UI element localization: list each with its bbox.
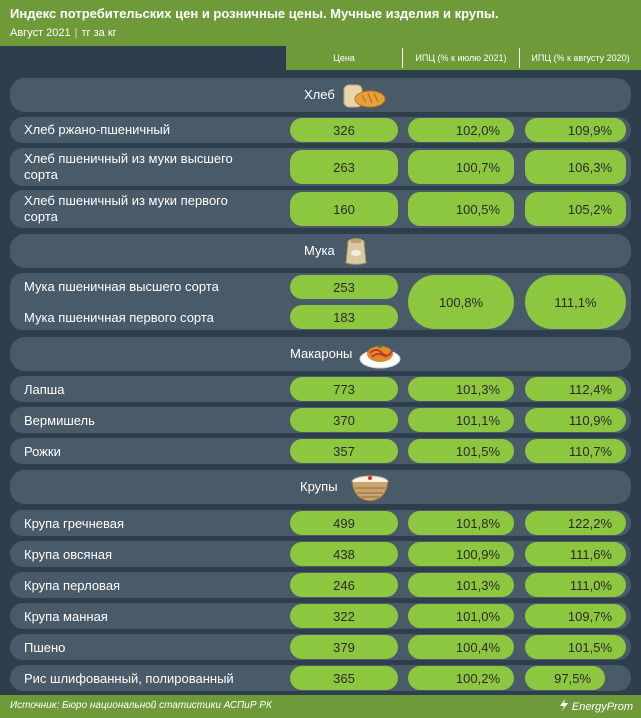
ipc-month-cell: 100,2% <box>408 666 514 690</box>
subtitle-separator: | <box>74 27 78 39</box>
row-label: Рожки <box>24 444 61 459</box>
row-label: Крупа манная <box>24 609 108 624</box>
footer-band <box>0 695 641 718</box>
ipc-month-cell: 100,5% <box>408 192 514 226</box>
row-label: Крупа овсяная <box>24 547 113 562</box>
ipc-year-cell: 110,9% <box>525 408 626 432</box>
pasta-plate-icon <box>359 344 401 369</box>
price-cell: 379 <box>290 635 398 659</box>
ipc-month-cell: 101,8% <box>408 511 514 535</box>
price-cell: 253 <box>290 275 398 299</box>
brand: EnergyProm <box>558 699 633 713</box>
ipc-month-cell: 100,7% <box>408 150 514 184</box>
section-label-grains: Крупы <box>300 479 338 494</box>
price-cell: 246 <box>290 573 398 597</box>
price-cell: 438 <box>290 542 398 566</box>
ipc-year-cell: 106,3% <box>525 150 626 184</box>
header-band <box>0 0 641 46</box>
price-cell: 263 <box>290 150 398 184</box>
flour-sack-icon <box>345 238 367 265</box>
subtitle-period: Август 2021 <box>10 27 71 39</box>
row-label: Крупа гречневая <box>24 516 125 531</box>
ipc-month-cell: 101,0% <box>408 604 514 628</box>
ipc-month-cell: 100,9% <box>408 542 514 566</box>
section-bread <box>10 78 631 112</box>
ipc-year-merged-cell: 111,1% <box>525 275 626 329</box>
bread-icon <box>343 84 386 108</box>
ipc-month-cell: 101,3% <box>408 377 514 401</box>
brand-name: EnergyProm <box>571 701 633 713</box>
price-cell: 183 <box>290 305 398 329</box>
ipc-year-cell: 122,2% <box>525 511 626 535</box>
price-cell: 326 <box>290 118 398 142</box>
column-header-band <box>286 46 641 70</box>
subtitle-unit: тг за кг <box>81 27 117 39</box>
row-label: Рис шлифованный, полированный <box>24 671 234 686</box>
column-header-ipc-month: ИПЦ (% к июлю 2021) <box>415 53 507 63</box>
ipc-year-cell: 112,4% <box>525 377 626 401</box>
ipc-month-cell: 100,4% <box>408 635 514 659</box>
section-grains <box>10 470 631 504</box>
row-label: Хлеб пшеничный из муки первого сорта <box>24 193 228 224</box>
price-cell: 160 <box>290 192 398 226</box>
ipc-year-cell: 97,5% <box>525 666 605 690</box>
source-note: Источник: Бюро национальной статистики А… <box>10 700 272 711</box>
energyprom-logo-icon <box>559 699 568 711</box>
section-label-pasta: Макароны <box>290 346 353 361</box>
section-pasta <box>10 337 631 371</box>
ipc-month-cell: 101,5% <box>408 439 514 463</box>
ipc-month-cell: 101,1% <box>408 408 514 432</box>
ipc-year-cell: 111,0% <box>525 573 626 597</box>
column-header-ipc-year: ИПЦ (% к августу 2020) <box>531 53 630 63</box>
row-label: Мука пшеничная высшего сорта <box>24 279 219 294</box>
ipc-year-cell: 109,9% <box>525 118 626 142</box>
ipc-month-merged-cell: 100,8% <box>408 275 514 329</box>
subtitle: Август 2021 | тг за кг <box>10 27 117 39</box>
row-label: Мука пшеничная первого сорта <box>24 310 214 325</box>
ipc-month-cell: 101,3% <box>408 573 514 597</box>
price-cell: 365 <box>290 666 398 690</box>
price-cell: 322 <box>290 604 398 628</box>
column-divider <box>402 48 403 68</box>
ipc-year-cell: 105,2% <box>525 192 626 226</box>
price-cell: 773 <box>290 377 398 401</box>
price-cell: 370 <box>290 408 398 432</box>
page-title: Индекс потребительских цен и розничные ц… <box>10 6 499 21</box>
ipc-year-cell: 111,6% <box>525 542 626 566</box>
row-label: Крупа перловая <box>24 578 121 593</box>
price-cell: 499 <box>290 511 398 535</box>
section-label-bread: Хлеб <box>304 87 335 102</box>
column-divider <box>519 48 520 68</box>
price-cell: 357 <box>290 439 398 463</box>
ipc-year-cell: 101,5% <box>525 635 626 659</box>
ipc-month-cell: 102,0% <box>408 118 514 142</box>
row-label: Вермишель <box>24 413 95 428</box>
ipc-year-cell: 110,7% <box>525 439 626 463</box>
row-label: Хлеб пшеничный из муки высшего сорта <box>24 151 233 182</box>
row-label: Пшено <box>24 640 66 655</box>
row-label: Лапша <box>24 382 65 397</box>
ipc-year-cell: 109,7% <box>525 604 626 628</box>
section-label-flour: Мука <box>304 243 335 258</box>
column-header-price: Цена <box>333 53 355 63</box>
grain-bowl-icon <box>351 475 389 502</box>
row-label: Хлеб ржано-пшеничный <box>24 122 170 137</box>
section-flour <box>10 234 631 268</box>
